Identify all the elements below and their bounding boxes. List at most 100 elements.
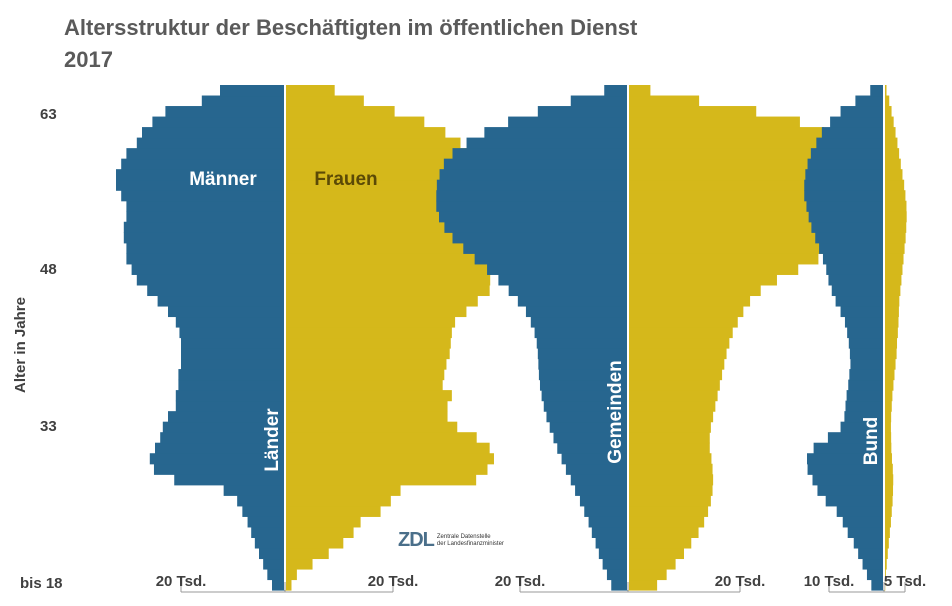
bar-women-age-45: [884, 295, 900, 307]
bar-men-age-63: [165, 106, 285, 118]
bar-women-age-26: [884, 495, 893, 507]
logo-line-1: Zentrale Datenstelle: [436, 533, 491, 540]
y-axis-label: Alter in Jahre: [12, 297, 29, 393]
bar-women-age-64: [628, 95, 700, 107]
bar-men-age-32: [827, 432, 884, 444]
bar-men-age-40: [849, 348, 884, 360]
bar-men-age-37: [848, 379, 884, 391]
bar-men-age-47: [828, 274, 884, 286]
y-tick-63: 63: [40, 106, 57, 123]
bar-men-age-57: [439, 169, 628, 181]
bar-women-age-40: [884, 348, 897, 360]
bar-men-age-19: [267, 568, 285, 581]
bar-men-age-57: [116, 169, 285, 181]
bar-men-age-49: [474, 253, 628, 265]
bar-men-age-62: [830, 116, 884, 128]
bar-women-age-63: [884, 106, 892, 118]
bar-women-age-18: [628, 579, 658, 591]
bar-women-age-62: [628, 116, 800, 128]
bar-men-age-38: [178, 369, 285, 381]
bar-women-age-25: [884, 505, 892, 517]
bar-men-age-22: [254, 537, 285, 549]
bar-women-age-46: [628, 284, 761, 297]
bar-women-age-38: [628, 369, 723, 381]
bar-men-age-58: [443, 158, 628, 170]
bar-women-age-32: [628, 432, 710, 444]
bar-men-age-47: [498, 274, 628, 286]
bar-women-age-46: [884, 284, 901, 297]
segment-label: Länder: [262, 408, 283, 472]
bar-men-age-55: [436, 190, 628, 202]
bar-men-age-35: [175, 400, 285, 412]
bar-women-age-48: [884, 263, 903, 275]
bar-men-age-31: [557, 442, 628, 454]
bar-men-age-45: [157, 295, 285, 307]
bar-women-age-28: [628, 474, 714, 486]
title-line-1: Altersstruktur der Beschäftigten im öffe…: [64, 15, 638, 40]
bar-women-age-36: [884, 390, 893, 402]
bar-women-age-49: [285, 253, 489, 265]
y-tick-33: 33: [40, 418, 57, 435]
bar-men-age-28: [812, 474, 884, 486]
bar-women-age-61: [628, 127, 824, 139]
bar-men-age-31: [155, 442, 285, 454]
bar-men-age-50: [819, 242, 884, 254]
bar-women-age-30: [285, 453, 494, 465]
bar-men-age-34: [844, 411, 884, 423]
bar-women-age-50: [628, 242, 837, 254]
bar-men-age-43: [530, 316, 628, 328]
bar-men-age-36: [175, 390, 285, 402]
bar-men-age-27: [575, 484, 628, 496]
bar-women-age-21: [285, 547, 329, 560]
bar-men-age-52: [123, 221, 285, 233]
zdl-logo: ZDL Zentrale Datenstelle der Landesfinan…: [398, 529, 504, 552]
bar-women-age-39: [884, 358, 896, 370]
bar-men-age-18: [871, 579, 884, 591]
bar-women-age-29: [285, 463, 488, 475]
bar-women-age-45: [285, 295, 478, 307]
bar-men-age-37: [539, 379, 628, 391]
bar-women-age-34: [628, 411, 714, 423]
bar-men-age-29: [807, 463, 884, 475]
bar-women-age-62: [884, 116, 894, 128]
bar-women-age-36: [628, 390, 718, 402]
bar-women-age-22: [628, 537, 692, 549]
bar-women-age-53: [628, 211, 865, 223]
pyramid-länder: 20 Tsd. 20 Tsd. Länder: [116, 85, 494, 593]
bar-women-age-24: [628, 516, 705, 528]
bar-men-age-45: [517, 295, 628, 307]
bar-women-age-42: [884, 326, 898, 339]
bar-women-age-41: [285, 337, 451, 349]
bar-men-age-24: [588, 516, 628, 528]
bar-men-age-45: [835, 295, 884, 307]
bar-men-age-48: [487, 263, 628, 275]
bar-women-age-31: [628, 442, 710, 454]
bar-men-age-64: [855, 95, 884, 107]
bar-men-age-63: [840, 106, 884, 118]
bar-women-age-59: [628, 148, 848, 160]
bar-women-age-20: [285, 558, 313, 570]
bar-women-age-56: [285, 179, 488, 191]
bar-men-age-53: [126, 211, 286, 223]
bar-men-age-27: [817, 484, 884, 496]
bar-women-age-23: [285, 526, 354, 538]
bar-men-age-20: [602, 558, 628, 570]
scale-label-men: 20 Tsd.: [156, 573, 207, 590]
bar-women-age-47: [285, 274, 491, 286]
bar-men-age-46: [831, 284, 884, 297]
bar-women-age-52: [285, 221, 494, 233]
bar-women-age-48: [628, 263, 799, 275]
bar-men-age-61: [821, 127, 884, 139]
bar-men-age-32: [553, 432, 628, 444]
bar-women-age-62: [285, 116, 425, 128]
bar-men-age-48: [131, 263, 285, 275]
bar-women-age-51: [884, 232, 906, 244]
bar-women-age-41: [884, 337, 898, 349]
bar-men-age-42: [179, 326, 285, 339]
bar-women-age-32: [285, 432, 477, 444]
bar-men-age-65: [870, 85, 884, 97]
bar-men-age-44: [525, 305, 628, 318]
bar-women-age-54: [628, 200, 867, 212]
logo-line-2: der Landesfinanzminister: [436, 540, 504, 547]
bar-women-age-21: [628, 547, 684, 560]
